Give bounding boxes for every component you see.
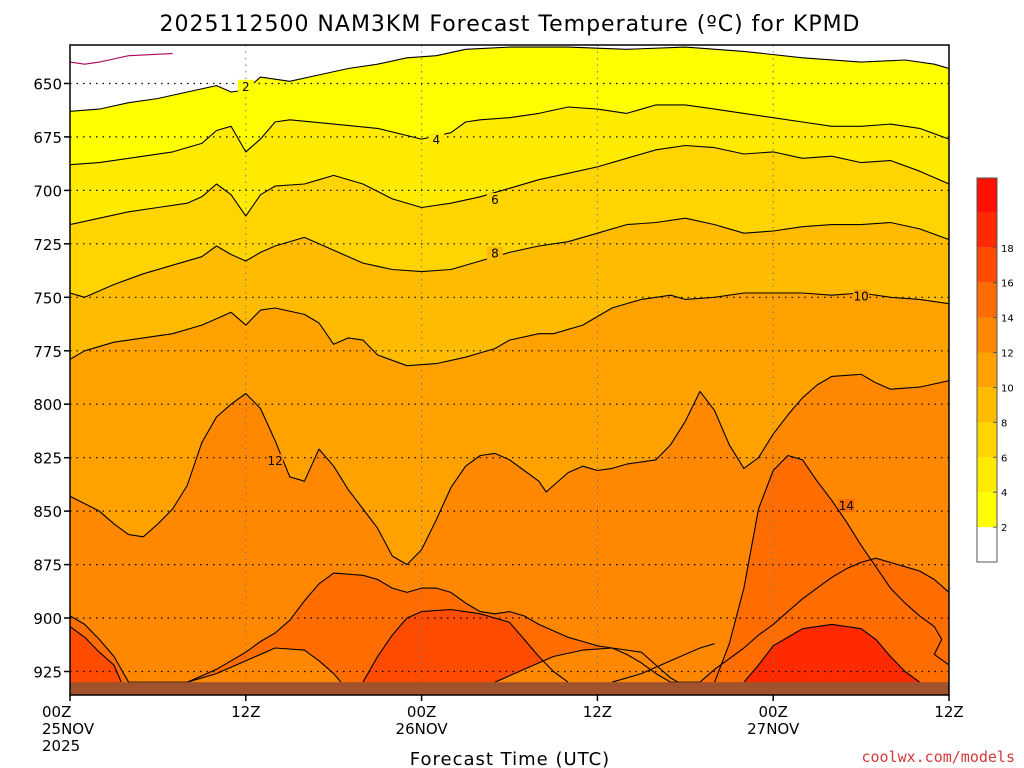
colorbar-label: 6 <box>1001 453 1007 464</box>
isotherm-label-bg <box>428 133 445 147</box>
isotherm-label: 4 <box>432 133 440 147</box>
y-axis: 650 675 700 725 750 775 800 825 850 875 900 925 <box>33 76 70 682</box>
isotherm-line <box>187 647 342 683</box>
isotherm-label-bg <box>237 79 254 93</box>
plot-frame <box>69 44 950 696</box>
isotherm-label-bg <box>838 498 855 512</box>
y-tick-label: 850 <box>33 503 62 521</box>
isotherm-label: 12 <box>267 454 282 468</box>
y-tick-label: 875 <box>33 557 62 575</box>
ground-fill <box>70 682 949 695</box>
isotherm-label: 6 <box>491 193 499 207</box>
y-tick-label: 700 <box>33 182 62 200</box>
colorbar-segment <box>977 352 997 388</box>
x-tick-label: 25NOV <box>42 720 95 738</box>
temperature-band <box>70 45 173 65</box>
colorbar-segment <box>977 317 997 353</box>
isotherm-line <box>70 144 949 226</box>
colorbar-segment <box>977 178 997 213</box>
colorbar-segment <box>977 387 997 423</box>
y-tick-label: 900 <box>33 610 62 628</box>
colorbar-label: 4 <box>1001 488 1007 499</box>
colorbar-segment <box>977 247 997 283</box>
colorbar-frame <box>976 177 998 563</box>
x-tick-label: 00Z <box>759 703 788 721</box>
isotherm-line <box>70 104 949 166</box>
colorbar-label: 8 <box>1001 418 1007 429</box>
colorbar-label: 12 <box>1001 349 1014 360</box>
isotherm-line <box>494 647 679 683</box>
y-tick-label: 675 <box>33 129 62 147</box>
colorbar: 2 4 6 8 10 12 14 16 18 <box>976 177 1014 563</box>
y-tick-label: 800 <box>33 396 62 414</box>
isotherm-label-bg <box>486 246 503 260</box>
isotherm-line <box>70 373 949 566</box>
isotherm-label-bg <box>267 453 284 467</box>
x-tick-label: 12Z <box>583 703 612 721</box>
plot-area: 2 4 6 8 10 12 14 <box>70 45 949 695</box>
x-tick-label: 26NOV <box>396 720 449 738</box>
isotherm-label: 8 <box>491 247 499 261</box>
y-tick-label: 750 <box>33 289 62 307</box>
temperature-bands <box>70 45 949 695</box>
chart-title: 2025112500 NAM3KM Forecast Temperature (… <box>159 12 860 37</box>
temperature-band <box>743 624 920 695</box>
credit-text: coolwx.com/models <box>861 748 1015 766</box>
x-axis-label: Forecast Time (UTC) <box>410 749 610 768</box>
x-tick-label: 00Z <box>42 703 71 721</box>
isotherm-label: 10 <box>853 289 868 303</box>
x-tick-label: 27NOV <box>747 720 800 738</box>
colorbar-label: 14 <box>1001 314 1014 325</box>
colorbar-label: 2 <box>1001 523 1007 534</box>
x-tick-label: 2025 <box>42 737 80 755</box>
isotherm-label-bg <box>853 289 870 303</box>
isotherm-line <box>743 623 921 683</box>
y-tick-label: 650 <box>33 76 62 94</box>
isotherm-line <box>70 217 949 298</box>
colorbar-segment <box>977 282 997 318</box>
colorbar-segment <box>977 212 997 248</box>
isotherm-line <box>70 53 173 65</box>
isotherm-line <box>362 608 569 683</box>
isotherm-label: 14 <box>839 499 854 513</box>
temperature-band <box>70 45 949 112</box>
x-tick-label: 00Z <box>407 703 436 721</box>
y-tick-label: 725 <box>33 236 62 254</box>
gridlines <box>70 45 949 695</box>
isotherm-line <box>70 46 949 112</box>
isotherm-line <box>70 626 122 683</box>
x-tick-label: 12Z <box>934 703 963 721</box>
isotherm-label: 2 <box>242 80 250 94</box>
isotherm-label-bg <box>486 193 503 207</box>
isotherm-contours: 2 4 6 8 10 12 14 <box>70 46 949 683</box>
colorbar-segment <box>977 492 997 528</box>
temperature-band <box>70 626 122 695</box>
isotherm-line <box>70 292 949 367</box>
x-tick-label: 12Z <box>231 703 260 721</box>
colorbar-segment <box>977 457 997 493</box>
temperature-band <box>714 455 949 695</box>
colorbar-segment <box>977 422 997 458</box>
y-tick-label: 825 <box>33 450 62 468</box>
colorbar-label: 18 <box>1001 244 1014 255</box>
ground-layer <box>70 682 949 695</box>
isotherm-line <box>714 454 949 683</box>
isotherm-line <box>611 643 715 683</box>
colorbar-label: 16 <box>1001 279 1014 290</box>
y-tick-label: 775 <box>33 343 62 361</box>
colorbar-label: 10 <box>1001 384 1014 395</box>
isotherm-line <box>70 557 949 683</box>
y-tick-label: 925 <box>33 664 62 682</box>
colorbar-segment <box>977 527 997 562</box>
